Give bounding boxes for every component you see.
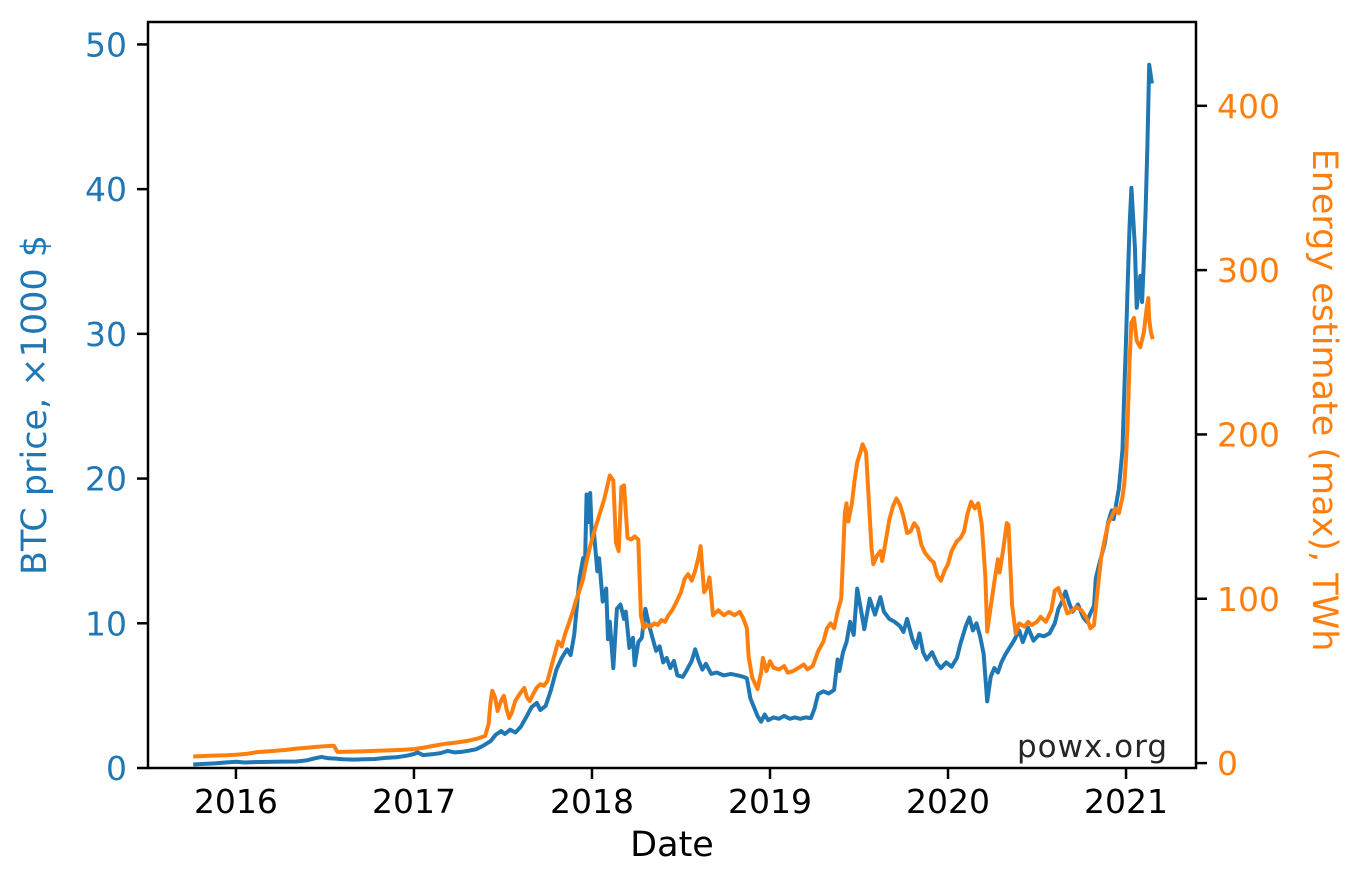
watermark-text: powx.org	[1017, 729, 1168, 765]
x-tick-label: 2020	[906, 782, 990, 821]
left-tick-label: 30	[85, 315, 127, 354]
energy-estimate-line	[193, 296, 1155, 759]
right-tick-label: 0	[1217, 744, 1238, 783]
series-layer	[193, 62, 1155, 767]
right-tick-label: 300	[1217, 251, 1280, 290]
tick-layer: 2016 2017 2018 2019 2020 2021 0 10 20 30 40 50 0 100 2…	[85, 25, 1280, 821]
left-tick-label: 10	[85, 604, 127, 643]
plot-frame	[146, 20, 1198, 770]
x-axis-label: Date	[630, 825, 714, 865]
right-tick-label: 400	[1217, 87, 1280, 126]
x-tick-label: 2017	[372, 782, 456, 821]
right-tick-label: 100	[1217, 580, 1280, 619]
right-axis-label: Energy estimate (max), TWh	[1304, 149, 1344, 652]
right-tick-label: 200	[1217, 415, 1280, 454]
x-tick-label: 2019	[728, 782, 812, 821]
left-tick-label: 50	[85, 25, 127, 64]
left-axis-label: BTC price, ×1000 $	[15, 235, 55, 575]
x-tick-label: 2021	[1084, 782, 1168, 821]
left-tick-label: 0	[106, 749, 127, 788]
x-tick-label: 2016	[194, 782, 278, 821]
left-tick-label: 20	[85, 460, 127, 499]
btc-price-line	[193, 62, 1154, 767]
left-tick-label: 40	[85, 170, 127, 209]
x-tick-label: 2018	[550, 782, 634, 821]
